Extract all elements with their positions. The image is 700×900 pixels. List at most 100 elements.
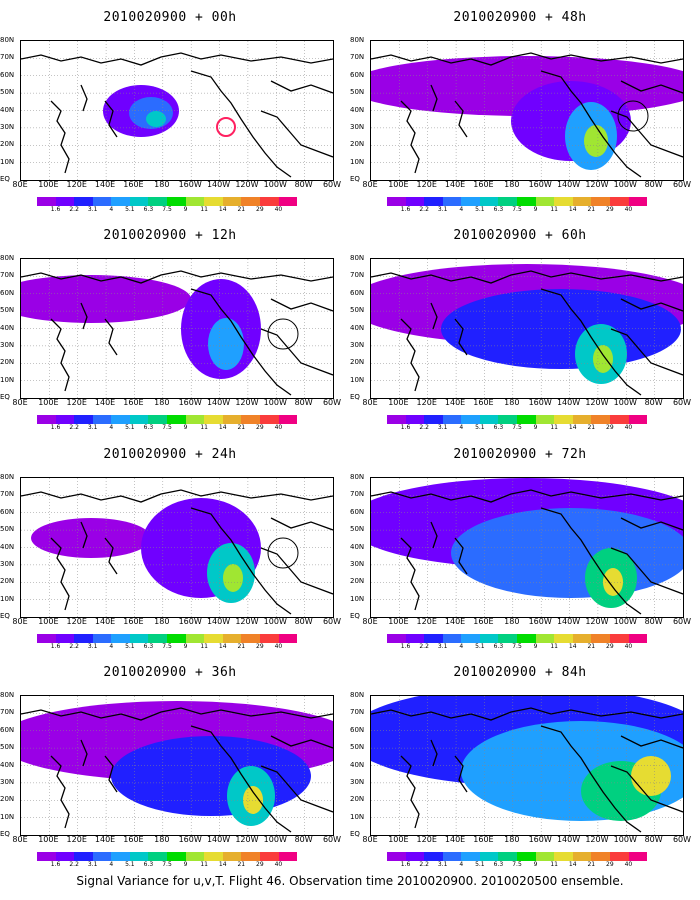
x-tick-label: 140W <box>556 180 581 189</box>
x-tick-label: 120E <box>66 835 87 844</box>
x-tick-label: 100W <box>263 617 287 626</box>
x-tick-label: 160E <box>473 180 494 189</box>
y-tick-label: 30N <box>350 559 365 568</box>
colorbar-label: 6.3 <box>143 424 154 431</box>
x-tick-label: 80E <box>362 180 378 189</box>
colorbar-label: 29 <box>256 424 264 431</box>
x-axis-labels: 80E 100E 120E 140E 160E 180 160W 140W 120W 100W 80… <box>12 180 341 191</box>
colorbar-label: 21 <box>237 424 246 431</box>
coastline <box>610 547 683 595</box>
colorbar-box <box>55 415 75 424</box>
y-tick-label: 50N <box>350 743 365 752</box>
x-tick-label: 160W <box>178 398 202 407</box>
colorbar-box <box>111 852 130 861</box>
colorbar-box <box>405 197 425 206</box>
colorbar-box <box>628 197 648 206</box>
y-tick-label: 40N <box>350 105 365 114</box>
coastline <box>371 270 683 284</box>
coastline <box>371 489 683 503</box>
x-tick-label: 80W <box>294 180 313 189</box>
colorbar-box <box>405 415 425 424</box>
colorbar-label: 14 <box>568 206 577 213</box>
colorbar-label: 40 <box>624 424 633 431</box>
colorbar-label: 9 <box>533 424 538 431</box>
variance-shading <box>631 756 671 796</box>
x-tick-label: 120W <box>585 398 609 407</box>
x-tick-label: 100E <box>388 180 409 189</box>
colorbar-label: 3.1 <box>437 861 448 868</box>
colorbar-label: 21 <box>587 861 596 868</box>
colorbar-box <box>74 415 93 424</box>
x-tick-label: 160W <box>528 617 552 626</box>
x-tick-label: 180 <box>504 835 520 844</box>
coastline <box>400 537 420 611</box>
colorbar-label: 6.3 <box>493 861 504 868</box>
colorbar-box <box>185 852 205 861</box>
colorbar-label: 5.1 <box>125 206 135 213</box>
x-axis-labels: 80E 100E 120E 140E 160E 180 160W 140W 120W 100W 80… <box>362 180 691 191</box>
colorbar-label: 2.2 <box>69 424 79 431</box>
y-axis-labels: 80N 70N 60N 50N 40N 30N 20N 10N EQ <box>350 474 368 620</box>
colorbar-box <box>517 852 536 861</box>
colorbar-box <box>129 852 149 861</box>
y-tick-label: 60N <box>350 70 365 79</box>
colorbar-label: 11 <box>550 206 558 213</box>
colorbar-label: 40 <box>624 861 633 868</box>
y-tick-label: 80N <box>350 36 365 44</box>
colorbar-box <box>129 415 149 424</box>
coastline <box>190 70 292 178</box>
colorbar-label: 2.2 <box>419 424 429 431</box>
colorbar-box <box>222 634 242 643</box>
x-tick-label: 60W <box>322 180 342 189</box>
coastline <box>80 521 88 549</box>
colorbar-label: 3.1 <box>87 206 98 213</box>
colorbar <box>37 197 298 206</box>
coastline <box>104 755 118 793</box>
colorbar-label: 21 <box>587 206 596 213</box>
colorbar-label: 5.1 <box>475 424 485 431</box>
x-tick-label: 180 <box>504 180 520 189</box>
colorbar-label: 7.5 <box>512 643 522 650</box>
coastline <box>454 100 468 138</box>
colorbar-label: 7.5 <box>512 206 522 213</box>
colorbar-box <box>241 197 260 206</box>
colorbar-box <box>148 852 168 861</box>
colorbar-label: 2.2 <box>69 643 79 650</box>
coastline <box>400 318 420 392</box>
coastline <box>540 288 642 396</box>
colorbar-box <box>424 634 443 643</box>
colorbar-box <box>461 415 480 424</box>
y-tick-label: 20N <box>0 358 15 367</box>
y-tick-label: EQ <box>0 393 10 401</box>
map-frame <box>370 695 684 836</box>
y-tick-label: 40N <box>0 760 15 769</box>
coastline <box>260 765 333 813</box>
colorbar-box <box>74 197 93 206</box>
colorbar-box <box>167 197 186 206</box>
colorbar-label: 1.6 <box>50 206 61 213</box>
y-tick-label: 70N <box>350 271 365 280</box>
panel-title: 2010020900 + 48h <box>453 10 587 25</box>
colorbar-label: 21 <box>587 643 596 650</box>
x-tick-label: 60W <box>322 835 342 844</box>
colorbar-label: 21 <box>237 643 246 650</box>
panel-title: 2010020900 + 72h <box>453 447 587 462</box>
x-tick-label: 180 <box>154 617 170 626</box>
x-tick-label: 60W <box>322 398 342 407</box>
map-frame <box>370 258 684 399</box>
coastline <box>610 765 683 813</box>
colorbar-label: 3.1 <box>437 424 448 431</box>
map-svg <box>21 259 333 398</box>
colorbar-box <box>92 415 112 424</box>
y-tick-label: 40N <box>0 323 15 332</box>
y-tick-label: 20N <box>350 577 365 586</box>
map-svg <box>371 259 683 398</box>
x-tick-label: 140W <box>206 180 231 189</box>
colorbar-box <box>609 415 629 424</box>
map-panel-p72: 2010020900 + 72h 80N 70N 60N 50N 40N 30N 20N 10N… <box>350 437 691 652</box>
colorbar-box <box>387 415 406 424</box>
colorbar-box <box>442 197 462 206</box>
colorbar-box <box>37 852 56 861</box>
colorbar-label: 6.3 <box>143 206 154 213</box>
colorbar-box <box>572 197 592 206</box>
